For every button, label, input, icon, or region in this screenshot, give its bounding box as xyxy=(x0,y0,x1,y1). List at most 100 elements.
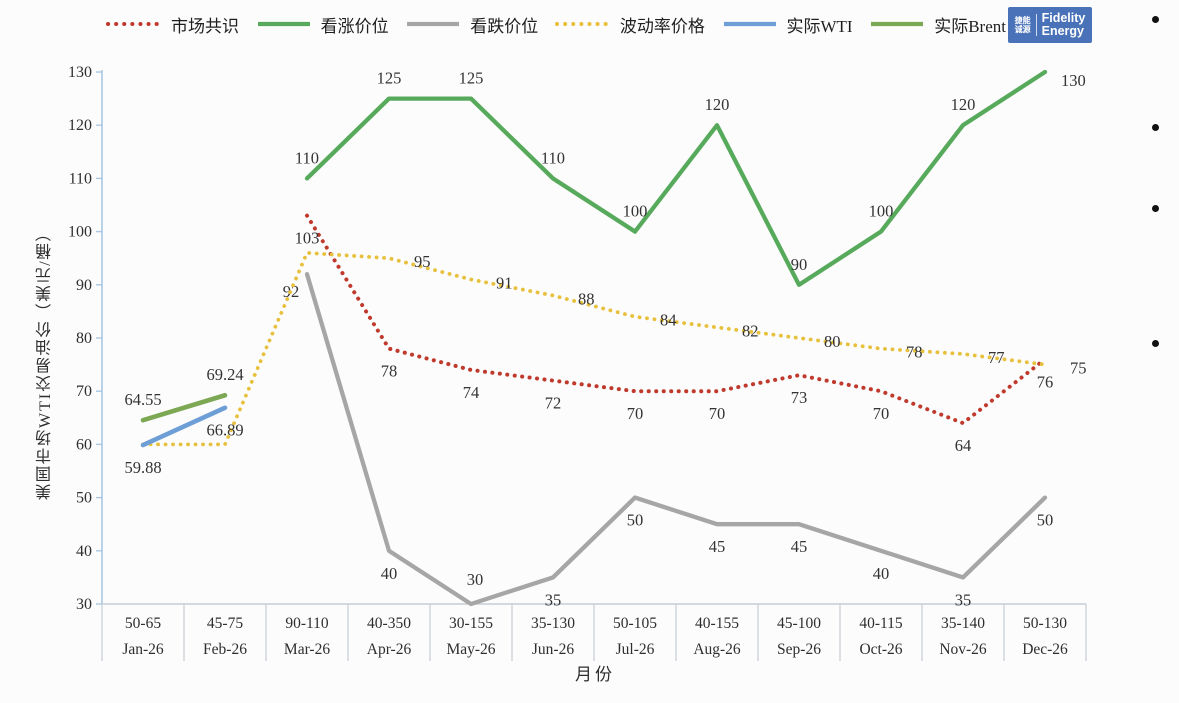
legend-label: 波动率价格 xyxy=(619,16,705,36)
data-point-label: 30 xyxy=(467,570,484,589)
series-看涨价位: 110 125 125 110 100 120 90 100 120 130 xyxy=(295,69,1086,287)
data-point-label: 95 xyxy=(414,252,431,271)
x-tick-month: Apr-26 xyxy=(367,641,412,658)
logo-chinese-text: 捷能 诚源 xyxy=(1014,15,1031,34)
x-tick-price-range: 35-130 xyxy=(531,615,575,632)
x-tick-price-range: 45-100 xyxy=(777,615,821,632)
data-point-label: 70 xyxy=(873,404,890,423)
x-tick-price-range: 50-65 xyxy=(125,615,161,632)
y-tick-label: 110 xyxy=(69,170,92,187)
data-point-label: 66.89 xyxy=(206,421,243,440)
x-tick-price-range: 40-350 xyxy=(367,615,411,632)
data-point-label: 130 xyxy=(1061,71,1086,90)
legend-label: 市场共识 xyxy=(171,16,239,36)
legend-label: 看涨价位 xyxy=(320,16,389,36)
data-point-label: 125 xyxy=(459,69,484,88)
y-axis: 30 40 50 60 70 80 90 100 110 120 130 xyxy=(68,64,103,613)
logo-english-text: Fidelity Energy xyxy=(1041,10,1086,38)
y-tick-label: 130 xyxy=(68,64,92,81)
data-point-label: 35 xyxy=(955,590,972,609)
data-point-label: 40 xyxy=(873,564,890,583)
data-point-label: 80 xyxy=(824,332,841,351)
data-point-label: 64.55 xyxy=(124,390,161,409)
y-tick-label: 70 xyxy=(76,383,92,400)
x-axis: 50-65 45-75 90-110 40-350 30-155 35-130 50-105… xyxy=(101,603,1087,661)
data-point-label: 35 xyxy=(545,590,562,609)
series-实际WTI: 59.88 66.89 xyxy=(124,405,244,477)
legend-item-1: 市场共识 xyxy=(106,12,239,37)
data-point-label: 103 xyxy=(295,229,320,248)
x-tick-price-range: 30-155 xyxy=(449,615,493,632)
series-line xyxy=(141,250,1047,447)
data-point-label: 45 xyxy=(709,537,726,556)
legend-item-6: 实际Brent xyxy=(869,12,1006,37)
series-实际Brent: 64.55 69.24 xyxy=(124,365,244,423)
legend-label: 实际Brent xyxy=(934,16,1006,36)
legend-swatch-icon xyxy=(554,22,611,26)
list-bullet-icon xyxy=(1152,16,1159,23)
x-tick-month: Sep-26 xyxy=(777,641,821,658)
legend-item-5: 实际WTI xyxy=(722,12,853,37)
y-tick-label: 120 xyxy=(68,117,92,134)
list-bullet-icon xyxy=(1152,340,1159,347)
y-tick-label: 100 xyxy=(68,224,92,241)
data-point-label: 64 xyxy=(955,436,972,455)
series-line xyxy=(140,405,228,448)
fidelity-energy-logo: 捷能 诚源 Fidelity Energy xyxy=(1008,7,1092,43)
data-point-label: 120 xyxy=(951,95,976,114)
chart-legend: 市场共识 看涨价位 看跌价位 波动率价格 实际WTI 实际Brent xyxy=(106,10,1006,38)
data-point-label: 100 xyxy=(623,202,648,221)
data-point-label: 88 xyxy=(578,289,595,308)
y-tick-label: 80 xyxy=(76,330,92,347)
x-tick-month: Dec-26 xyxy=(1022,641,1068,658)
data-point-label: 120 xyxy=(705,95,730,114)
x-tick-price-range: 45-75 xyxy=(207,615,243,632)
x-tick-month: Aug-26 xyxy=(693,641,741,658)
data-point-label: 75 xyxy=(1070,359,1087,378)
x-tick-month: Jan-26 xyxy=(122,641,164,658)
data-point-label: 69.24 xyxy=(206,365,243,384)
x-tick-month: Mar-26 xyxy=(284,641,330,658)
logo-divider xyxy=(1035,14,1037,36)
data-point-label: 59.88 xyxy=(124,458,161,477)
series-line xyxy=(140,392,228,423)
data-point-label: 40 xyxy=(381,564,398,583)
y-tick-label: 30 xyxy=(76,596,92,613)
x-tick-month: Jul-26 xyxy=(616,641,655,658)
legend-swatch-icon xyxy=(106,22,162,26)
series-line xyxy=(304,272,1048,607)
data-point-label: 70 xyxy=(627,404,644,423)
legend-swatch-icon xyxy=(871,21,924,27)
list-bullet-icon xyxy=(1152,124,1159,131)
x-tick-price-range: 90-110 xyxy=(285,615,329,632)
x-tick-month: Oct-26 xyxy=(859,641,902,658)
data-point-label: 100 xyxy=(869,202,894,221)
data-point-label: 110 xyxy=(295,148,319,167)
data-point-label: 72 xyxy=(545,394,562,413)
data-point-label: 77 xyxy=(988,348,1005,367)
data-point-label: 125 xyxy=(377,69,402,88)
legend-item-4: 波动率价格 xyxy=(554,12,705,37)
x-tick-price-range: 40-115 xyxy=(859,615,903,632)
data-point-label: 73 xyxy=(791,388,808,407)
x-tick-price-range: 35-140 xyxy=(941,615,985,632)
series-line xyxy=(305,213,1047,426)
y-axis-title: 美国市场WTI交易油价（美元/桶） xyxy=(37,223,54,500)
y-tick-label: 60 xyxy=(76,436,92,453)
x-tick-month: Feb-26 xyxy=(203,641,247,658)
data-point-label: 45 xyxy=(791,537,808,556)
x-tick-month: Nov-26 xyxy=(939,641,987,658)
data-point-label: 110 xyxy=(541,148,565,167)
data-point-label: 84 xyxy=(660,311,677,330)
data-point-label: 78 xyxy=(381,362,398,381)
legend-item-2: 看涨价位 xyxy=(256,12,389,37)
data-point-label: 50 xyxy=(1037,511,1054,530)
legend-label: 看跌价位 xyxy=(470,16,539,36)
data-point-label: 78 xyxy=(906,343,923,362)
x-tick-month: May-26 xyxy=(446,641,495,658)
x-axis-title: 月份 xyxy=(575,665,615,684)
data-point-label: 70 xyxy=(709,404,726,423)
legend-swatch-icon xyxy=(723,21,776,27)
